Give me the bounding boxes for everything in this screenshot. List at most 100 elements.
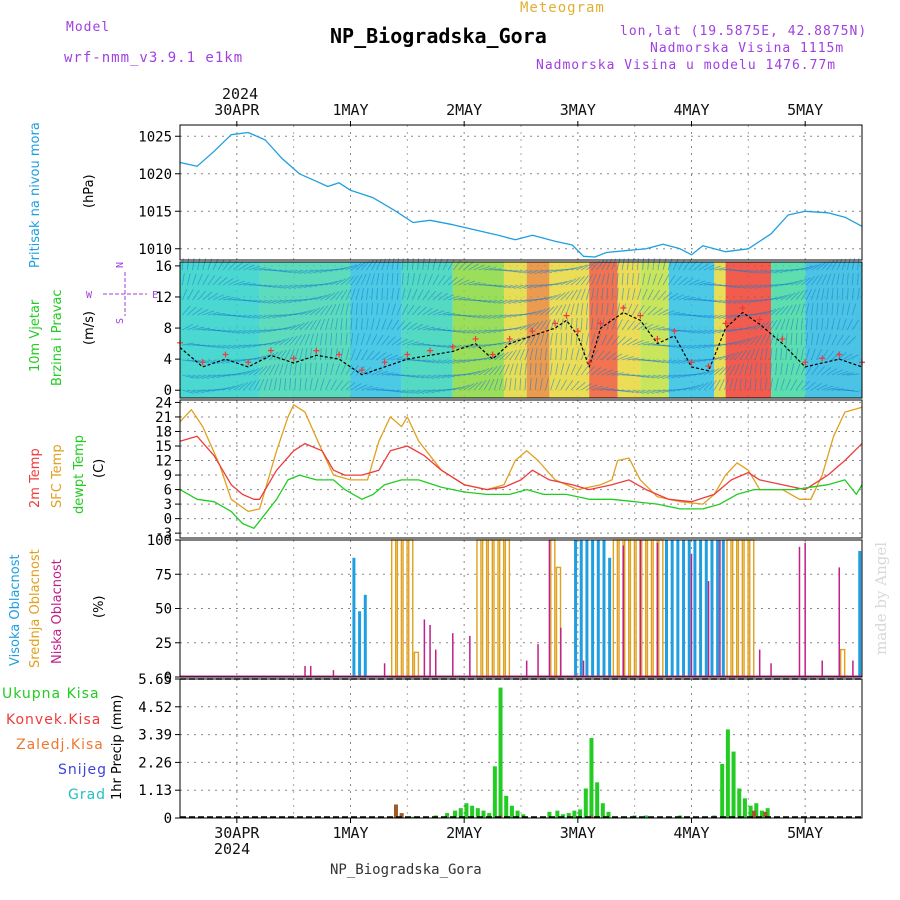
wind-gust-marker	[802, 359, 809, 366]
wind-arrow	[816, 303, 819, 316]
wind-arrow	[248, 329, 261, 334]
ytick-label-precip: 4.52	[138, 700, 172, 716]
wind-arrow	[668, 374, 681, 379]
wind-arrow	[458, 260, 468, 271]
wind-arrow	[805, 348, 810, 361]
wind-arrow	[314, 333, 319, 346]
wind-arrow	[345, 264, 357, 271]
wind-arrow	[545, 378, 549, 391]
wind-arrow	[535, 284, 548, 287]
wind-gust-marker	[199, 359, 206, 366]
cloud-low-bar	[639, 540, 642, 677]
wind-arrow	[396, 389, 409, 394]
wind-arrow	[668, 359, 680, 364]
wind-arrow	[330, 291, 340, 301]
wind-arrow	[586, 261, 596, 271]
wind-arrow	[693, 329, 706, 334]
wind-arrow	[514, 349, 521, 361]
wind-arrow	[795, 303, 801, 316]
wind-arrow	[248, 265, 261, 271]
wind-arrow	[826, 333, 832, 346]
wind-arrow	[299, 363, 302, 376]
tsfc-line	[179, 404, 863, 513]
cloud-high-bar	[693, 540, 697, 677]
wind-arrow	[570, 363, 577, 376]
wind-arrow	[238, 329, 251, 334]
wind-arrow	[719, 268, 732, 271]
wind-arrow	[365, 273, 371, 286]
wind-arrow	[749, 363, 753, 376]
wind-arrow	[432, 310, 445, 316]
wind-arrow	[800, 277, 811, 286]
wind-arrow	[335, 267, 348, 271]
wind-arrow	[340, 380, 350, 391]
precip-total-bar	[504, 795, 509, 818]
wind-arrow	[458, 384, 470, 391]
wind-arrow	[560, 333, 563, 346]
wind-arrow	[478, 314, 491, 319]
wind-arrow	[345, 364, 353, 376]
wind-gust-marker	[756, 316, 763, 323]
wind-arrow	[494, 314, 507, 319]
wind-arrow	[366, 350, 375, 361]
wind-arrow	[355, 288, 360, 301]
precip-total-bar	[445, 813, 450, 818]
wind-arrow	[181, 305, 191, 316]
wind-arrow	[238, 263, 249, 271]
wind-arrow	[335, 303, 341, 316]
wind-arrow	[253, 366, 264, 376]
wind-arrow	[217, 276, 228, 286]
wind-arrow	[417, 359, 430, 363]
wind-arrow	[846, 319, 853, 331]
wind-arrow	[207, 359, 220, 364]
wind-arrow	[514, 284, 527, 289]
cloud-high-bar	[608, 557, 612, 677]
precip-total-bar	[481, 810, 486, 818]
wind-arrow	[417, 374, 430, 379]
wind-arrow	[713, 366, 724, 376]
wind-arrow	[319, 347, 322, 361]
wind-arrow	[417, 325, 429, 331]
wind-arrow	[759, 348, 764, 361]
wind-arrow	[831, 259, 839, 271]
wind-arrow	[186, 273, 191, 286]
wind-arrow	[585, 303, 589, 316]
wind-arrow	[437, 311, 450, 316]
cloud-high-bar	[710, 540, 714, 677]
top-date-label: 30APR	[214, 101, 260, 119]
wind-arrow	[709, 299, 721, 303]
wind-arrow	[754, 322, 766, 331]
precip-total-bar	[470, 805, 475, 818]
wind-arrow	[719, 329, 732, 333]
wind-arrow	[228, 384, 240, 391]
wind-arrow	[719, 284, 732, 288]
wind-arrow	[744, 284, 757, 289]
wind-arrow	[550, 305, 559, 316]
wind-arrow	[545, 319, 552, 331]
wind-arrow	[851, 288, 855, 301]
wind-arrow	[391, 272, 394, 286]
wind-arrow	[376, 334, 384, 346]
wind-arrow	[560, 304, 567, 316]
wind-arrow	[319, 378, 325, 391]
wind-arrow	[360, 288, 364, 301]
wind-arrow	[442, 294, 455, 301]
wind-arrow	[846, 288, 849, 301]
wind-arrow	[248, 380, 257, 391]
precip-total-bar	[566, 813, 571, 818]
precip-total-bar	[759, 810, 764, 818]
wind-arrow	[335, 363, 341, 376]
wind-arrow	[632, 374, 645, 378]
wind-arrow	[335, 290, 344, 301]
wind-arrow	[376, 258, 382, 271]
ytick-label-temp: 21	[155, 410, 172, 426]
wind-arrow	[534, 320, 544, 331]
wind-arrow	[601, 369, 613, 376]
wind-arrow	[760, 269, 772, 274]
wind-arrow	[294, 322, 305, 331]
wind-arrow	[606, 288, 609, 301]
wind-arrow	[652, 389, 665, 394]
wind-arrow	[381, 372, 394, 376]
wind-arrow	[841, 273, 845, 286]
cloud-high-bar	[585, 540, 589, 677]
